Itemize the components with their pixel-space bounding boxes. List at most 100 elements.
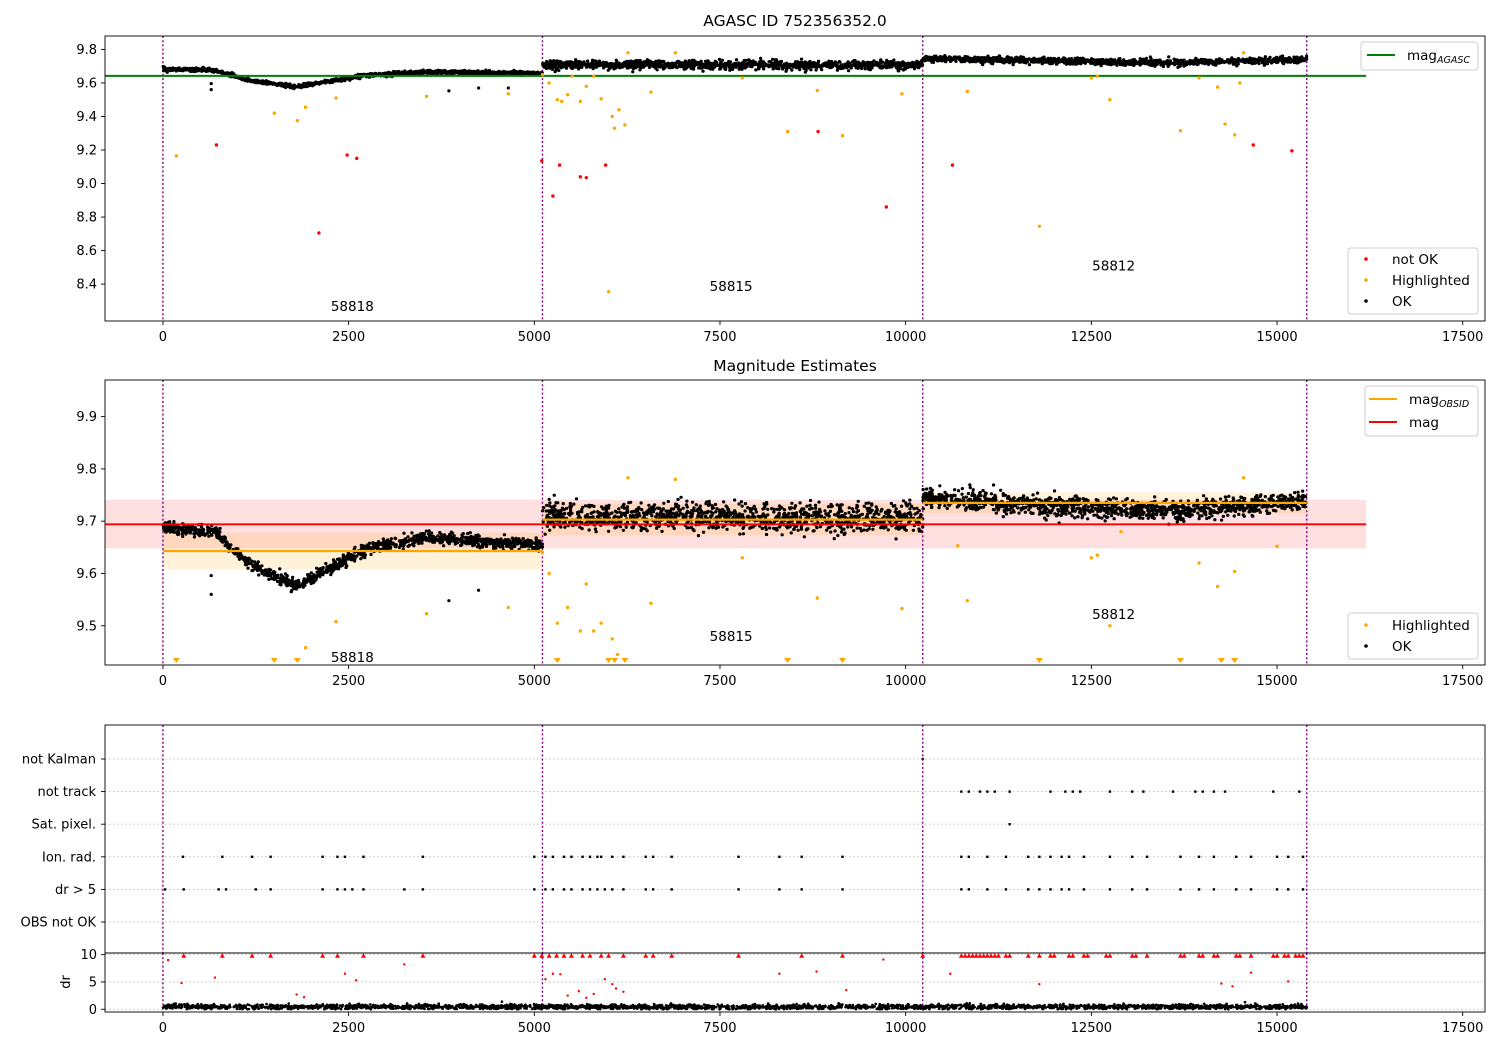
p4-dr-clipped-marker bbox=[1293, 953, 1299, 958]
p1-not-ok-point bbox=[551, 194, 555, 198]
p4-dr-clipped-marker bbox=[1051, 953, 1057, 958]
p3-flag-marker bbox=[1131, 790, 1134, 793]
p1-xtick-label: 15000 bbox=[1256, 330, 1297, 345]
p2-highlighted-point bbox=[815, 596, 819, 600]
p1-ok-points bbox=[161, 54, 1309, 91]
p1-not-ok-point bbox=[584, 175, 588, 180]
p4-dr-clipped-marker bbox=[1085, 953, 1091, 958]
p3-flag-marker bbox=[1071, 790, 1074, 793]
p3-flag-marker bbox=[163, 888, 167, 891]
p2-highlighted-point bbox=[740, 556, 744, 560]
p3-flag-marker bbox=[1286, 855, 1290, 858]
p2-highlighted-point bbox=[334, 619, 338, 624]
p3-flag-marker bbox=[1201, 790, 1204, 793]
p1-not-ok-point bbox=[950, 163, 955, 167]
p3-flag-marker bbox=[1008, 790, 1011, 793]
p3-flag-marker bbox=[1108, 855, 1112, 858]
p2-highlighted-point bbox=[1197, 561, 1201, 565]
p4-dr-clipped-marker bbox=[561, 953, 567, 958]
p3-flag-marker bbox=[1249, 855, 1253, 858]
p3-flag-marker bbox=[603, 888, 607, 891]
p3-flag-marker bbox=[622, 855, 625, 858]
p3-flag-marker bbox=[224, 888, 228, 891]
p2-highlighted-point bbox=[1108, 624, 1112, 628]
p4-dr-clipped-marker bbox=[1081, 953, 1087, 958]
p3-flag-marker bbox=[217, 888, 220, 891]
p3-flag-marker bbox=[1212, 888, 1216, 891]
p3-flag-marker bbox=[544, 888, 547, 891]
p2-off-scale-marker bbox=[1231, 658, 1239, 663]
p1-bottom-legend-box bbox=[1347, 247, 1479, 315]
p2-off-scale-marker bbox=[784, 658, 792, 663]
p1-top-legend-box bbox=[1360, 41, 1479, 71]
p3-flag-marker bbox=[1286, 888, 1290, 891]
p2-highlighted-point bbox=[566, 605, 570, 610]
p3-flag-marker bbox=[651, 855, 655, 858]
p2-off-scale-marker bbox=[839, 658, 847, 663]
p3-flag-marker bbox=[1004, 888, 1008, 891]
p4-dr-clipped-marker bbox=[268, 953, 274, 958]
p1-highlighted-point bbox=[900, 92, 904, 96]
p3-flag-marker bbox=[570, 888, 573, 891]
p3-flag-marker bbox=[1027, 888, 1030, 891]
p4-dr-clipped-marker bbox=[650, 953, 656, 958]
p3-flag-marker bbox=[1049, 888, 1052, 891]
agasc-panel: AGASC ID 752356352.0 58818 58815 58812 0 250… bbox=[76, 12, 1486, 345]
p2-ytick-label: 9.9 bbox=[76, 410, 97, 425]
p4-dr-clipped-marker bbox=[992, 953, 998, 958]
p1-xtick-label: 0 bbox=[159, 330, 167, 345]
p4-xtick-label: 15000 bbox=[1256, 1021, 1297, 1036]
p4-dr-clipped-marker bbox=[1285, 953, 1291, 958]
p1-bottom-legend-label: not OK bbox=[1392, 252, 1439, 268]
p3-flag-marker bbox=[651, 888, 655, 891]
magnitude-panel: Magnitude Estimates 58818 58815 58812 0 2500… bbox=[76, 357, 1486, 689]
p4-ytick-label: 5 bbox=[89, 975, 97, 990]
p4-dr-clipped-marker bbox=[1274, 953, 1280, 958]
p4-dr-spike bbox=[566, 994, 569, 997]
p2-highlighted-point bbox=[649, 601, 653, 605]
p1-highlighted-point bbox=[1223, 122, 1227, 126]
p4-dr-clipped-marker bbox=[606, 953, 612, 958]
p4-dr-clipped-marker bbox=[334, 953, 340, 958]
agasc-panel-title: AGASC ID 752356352.0 bbox=[703, 12, 887, 30]
p4-dr-clipped-marker bbox=[1215, 953, 1221, 958]
p3-flag-marker bbox=[1108, 888, 1112, 891]
dr-ylabel: dr bbox=[59, 975, 74, 989]
p3-flag-marker bbox=[967, 790, 970, 793]
p1-obsid-label: 58818 bbox=[331, 299, 374, 315]
p4-dr-clipped-marker bbox=[598, 953, 604, 958]
p3-flag-label: Sat. pixel. bbox=[32, 818, 96, 833]
p3-flag-marker bbox=[1027, 855, 1030, 858]
p1-highlighted-point bbox=[673, 51, 678, 55]
p4-xtick-label: 5000 bbox=[518, 1021, 551, 1036]
p1-not-ok-point bbox=[317, 231, 321, 235]
p2-xtick-label: 10000 bbox=[885, 674, 926, 689]
p2-ok-outlier bbox=[209, 592, 213, 597]
p1-not-ok-point bbox=[1290, 149, 1294, 153]
p2-highlighted-point bbox=[900, 606, 904, 611]
p4-dr-clipped-marker bbox=[840, 953, 846, 958]
p3-flag-marker bbox=[986, 888, 989, 891]
p4-dr-clipped-marker bbox=[962, 953, 968, 958]
p3-flag-marker bbox=[644, 855, 647, 858]
p4-dr-clipped-marker bbox=[1025, 953, 1031, 958]
p2-highlighted-point bbox=[965, 598, 970, 603]
p2-highlighted-point bbox=[610, 637, 614, 641]
p3-flag-marker bbox=[581, 855, 584, 858]
p3-flag-marker bbox=[1197, 855, 1201, 858]
p3-flag-marker bbox=[960, 790, 963, 793]
p1-highlighted-point bbox=[740, 76, 744, 80]
p4-dr-clipped-marker bbox=[360, 953, 366, 958]
p4-dr-clipped-marker bbox=[988, 953, 994, 958]
p4-dr-spike bbox=[295, 993, 298, 996]
p3-flag-marker bbox=[1171, 790, 1175, 793]
p2-highlighted-point bbox=[1241, 476, 1246, 480]
p3-flag-marker bbox=[544, 855, 547, 858]
p1-xtick-label: 17500 bbox=[1442, 330, 1483, 345]
p3-flag-marker bbox=[588, 888, 592, 891]
p1-not-ok-point bbox=[214, 143, 219, 147]
p4-dr-clipped-marker bbox=[1200, 953, 1206, 958]
p2-xtick-label: 2500 bbox=[332, 674, 365, 689]
p4-dr-spike bbox=[166, 958, 170, 962]
